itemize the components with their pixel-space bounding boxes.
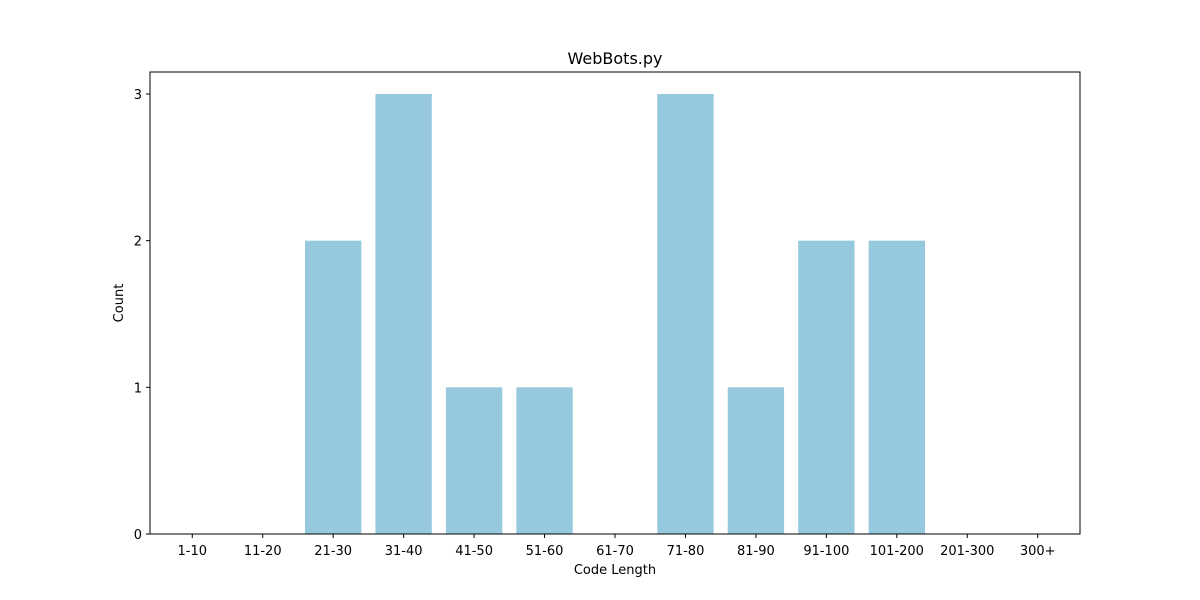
x-tick-label: 41-50	[455, 544, 493, 559]
x-tick-label: 300+	[1020, 544, 1056, 559]
bar-21-30	[305, 240, 362, 534]
bar-31-40	[375, 94, 432, 534]
x-tick-label: 201-300	[940, 544, 994, 559]
plot-frame	[149, 71, 1081, 535]
y-tick-label: 1	[134, 381, 142, 396]
x-axis-label: Code Length	[574, 563, 656, 578]
x-axis-ticks: 1-10 11-20 21-30 31-40 41-50 51-60 61-70 71-80 8…	[178, 534, 1056, 559]
x-tick-label: 51-60	[526, 544, 564, 559]
bar-41-50	[445, 387, 503, 534]
bar-81-90	[727, 387, 785, 534]
bar-71-80	[657, 94, 714, 534]
y-axis-label: Count	[112, 284, 127, 323]
bar-51-60	[516, 387, 573, 534]
y-tick-label: 0	[134, 528, 142, 543]
y-axis-ticks: 0 1 2 3	[134, 88, 150, 543]
x-tick-label: 61-70	[596, 544, 634, 559]
x-tick-label: 81-90	[737, 544, 775, 559]
x-tick-label: 101-200	[870, 544, 924, 559]
bar-101-200	[868, 240, 925, 534]
x-tick-label: 91-100	[803, 544, 849, 559]
y-tick-label: 3	[134, 88, 142, 103]
x-tick-label: 11-20	[244, 544, 282, 559]
y-tick-label: 2	[134, 235, 142, 250]
bar-91-100	[798, 240, 855, 534]
bars-group	[305, 94, 925, 534]
x-tick-label: 21-30	[314, 544, 352, 559]
chart-title: WebBots.py	[568, 49, 663, 68]
x-tick-label: 1-10	[178, 544, 208, 559]
x-tick-label: 71-80	[667, 544, 705, 559]
x-tick-label: 31-40	[385, 544, 423, 559]
